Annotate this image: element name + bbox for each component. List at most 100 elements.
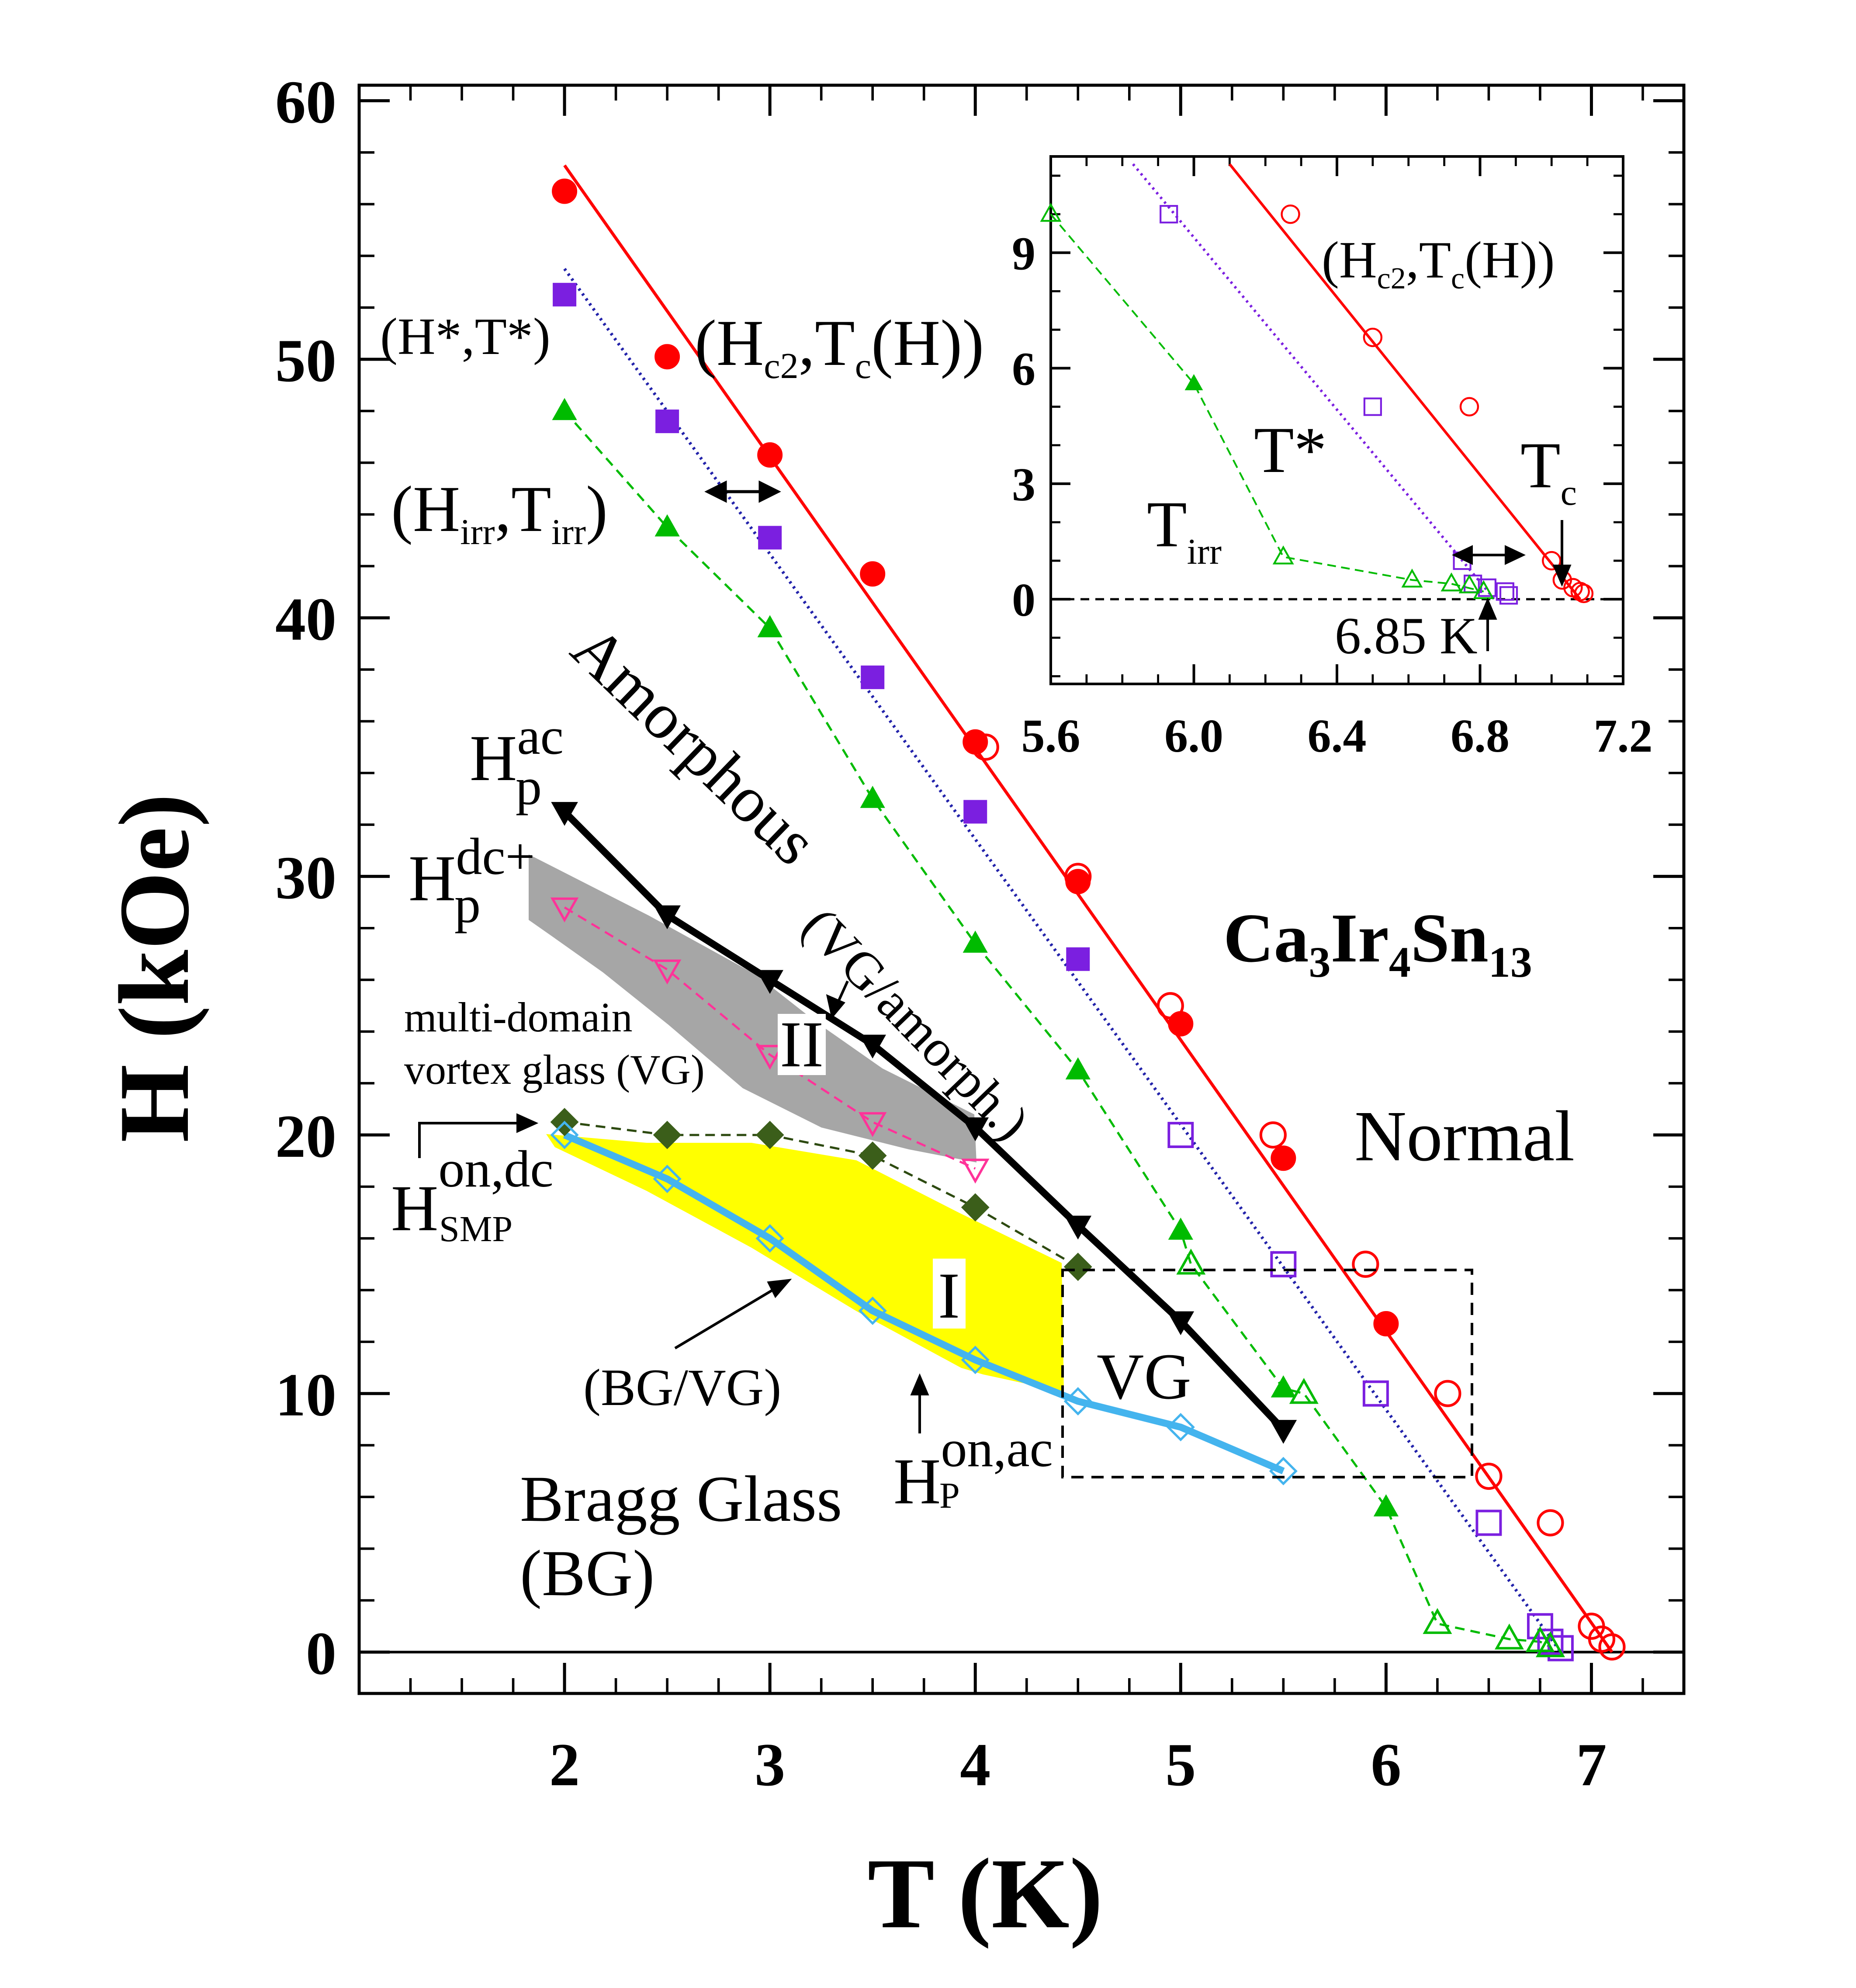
line-hp-ac — [562, 809, 1286, 1432]
point-hp-ac-7 — [1270, 1420, 1297, 1444]
label-region-ii-box — [778, 1014, 826, 1075]
label-hp-ac-sup: ac — [517, 707, 564, 765]
point-h-filled-1 — [655, 409, 679, 434]
arrow-bg-vg — [674, 1279, 792, 1350]
label-compound-4: 4 — [1389, 938, 1411, 986]
label-compound-ir: Ir — [1331, 899, 1389, 977]
y-tick-label-20: 20 — [275, 1103, 336, 1170]
point-h-open-5 — [1537, 1628, 1564, 1655]
region-ii-gray — [529, 854, 976, 1162]
inset-x-tick-label-7-2: 7.2 — [1594, 710, 1653, 762]
point-h-filled-4 — [963, 800, 987, 824]
arrow-hpon — [910, 1373, 929, 1433]
y-tick-label-50: 50 — [275, 327, 336, 395]
inset-point-h-open-5 — [1496, 582, 1514, 601]
point-h-open-3 — [1475, 1509, 1502, 1536]
point-hp-dc-4 — [961, 1159, 990, 1184]
point-hirr-open-3 — [1494, 1624, 1524, 1650]
label-hsmp-h: H — [391, 1172, 438, 1245]
inset-line-hc2-fit — [1229, 163, 1582, 600]
point-h-filled-2 — [758, 526, 782, 550]
inset-chart: 5.6 6.0 6.4 6.8 7.2 0 3 6 9 — [1012, 155, 1653, 762]
label-hp-dc: Hdc+ — [409, 827, 535, 915]
inset-point-hirr-open-5 — [1473, 580, 1495, 599]
point-hc2-open-5 — [1434, 1380, 1461, 1407]
label-hirr-sub2: irr — [551, 512, 586, 552]
point-hp-on-ac-1 — [653, 1165, 682, 1193]
point-h-open-4 — [1527, 1613, 1553, 1640]
y-tick-label-10: 10 — [275, 1361, 336, 1429]
inset-double-arrow — [1451, 545, 1526, 565]
line-h-fit — [563, 268, 1562, 1653]
point-hp-on-ac-2 — [755, 1224, 784, 1253]
point-hp-on-ac-0 — [550, 1121, 579, 1149]
inset-point-hc2-open-0 — [1281, 204, 1300, 224]
inset-point-h-open-1 — [1363, 397, 1382, 416]
inset-y-tick-label-3: 3 — [1012, 459, 1035, 511]
point-h-smp-on-dc-3 — [858, 1141, 887, 1170]
point-h-filled-5 — [1066, 947, 1090, 971]
point-hp-on-ac-6 — [1166, 1413, 1195, 1442]
point-hirr-filled-0 — [552, 398, 577, 420]
inset-arrow-tc — [1552, 520, 1572, 587]
inset-x-tick-label-6-0: 6.0 — [1164, 710, 1223, 762]
label-hpon-sub: P — [939, 1475, 960, 1516]
inset-point-hc2-open-1 — [1363, 327, 1383, 347]
label-bragg-glass: Bragg Glass — [520, 1463, 842, 1535]
point-hp-on-ac-4 — [961, 1346, 990, 1374]
point-h-open-2 — [1362, 1380, 1389, 1407]
point-hirr-open-0 — [1176, 1249, 1206, 1275]
label-hc2-sub: c2 — [764, 346, 798, 386]
inset-label-685k: 6.85 K — [1335, 607, 1478, 665]
point-hp-on-ac-3 — [858, 1296, 887, 1325]
point-hirr-filled-1 — [654, 514, 680, 537]
point-h-filled-0 — [553, 283, 577, 307]
inset-point-hirr-open-3 — [1440, 572, 1462, 592]
label-hirr-open: (H — [391, 473, 460, 545]
y-tick-label-0: 0 — [306, 1620, 336, 1687]
label-normal: Normal — [1354, 1096, 1575, 1176]
point-hc2-open-10 — [1598, 1633, 1626, 1661]
inset-point-h-open-6 — [1499, 586, 1518, 605]
point-h-smp-on-dc-1 — [653, 1121, 682, 1149]
label-bg-vg: (BG/VG) — [583, 1358, 781, 1416]
point-hc2-open-4 — [1352, 1250, 1379, 1278]
label-region-i-box — [933, 1259, 966, 1329]
x-tick-label-7: 7 — [1576, 1731, 1607, 1799]
arrow-vg-amorph — [826, 980, 849, 1019]
plot-frame — [357, 83, 1686, 1695]
point-h-smp-on-dc-4 — [961, 1193, 990, 1222]
point-hp-dc-0 — [550, 897, 579, 923]
label-hp-ac-sub: p — [516, 757, 542, 815]
inset-point-hirr-filled-0 — [1184, 374, 1203, 391]
point-hp-dc-3 — [858, 1112, 887, 1137]
label-hirr: (Hirr,Tirr) — [391, 473, 608, 552]
point-hc2-filled-5 — [1065, 869, 1091, 895]
point-hc2-open-6 — [1475, 1462, 1503, 1490]
zoom-region-box — [1061, 1269, 1473, 1478]
point-hp-dc-2 — [755, 1044, 784, 1070]
y-axis-title: H (kOe) — [98, 794, 210, 1143]
point-hc2-filled-0 — [552, 178, 578, 204]
inset-background — [1051, 156, 1623, 684]
inset-point-h-open-0 — [1160, 205, 1178, 224]
label-hsmp-sup: on,dc — [438, 1140, 553, 1198]
point-hp-ac-4 — [962, 1117, 989, 1141]
point-hc2-open-7 — [1537, 1509, 1564, 1537]
inset-label-tc: Tc — [1520, 429, 1577, 513]
x-axis-title: T (K) — [868, 1838, 1103, 1949]
label-hsmp-sub: SMP — [439, 1209, 512, 1249]
label-compound-sn: Sn — [1411, 899, 1489, 977]
point-hirr-filled-5 — [1065, 1057, 1091, 1079]
inset-x-tick-label-6-8: 6.8 — [1451, 710, 1510, 762]
inset-label-hc2-tc-sub: c — [1451, 262, 1465, 295]
point-hc2-open-2 — [1157, 992, 1184, 1020]
inset-y-tick-label-9: 9 — [1012, 228, 1035, 280]
point-hc2-open-1 — [1064, 863, 1092, 890]
inset-label-tstar: T* — [1254, 414, 1327, 486]
point-hirr-filled-4 — [963, 930, 988, 953]
point-hp-on-ac-7 — [1269, 1457, 1298, 1485]
inset-point-hirr-open-1 — [1272, 545, 1294, 565]
